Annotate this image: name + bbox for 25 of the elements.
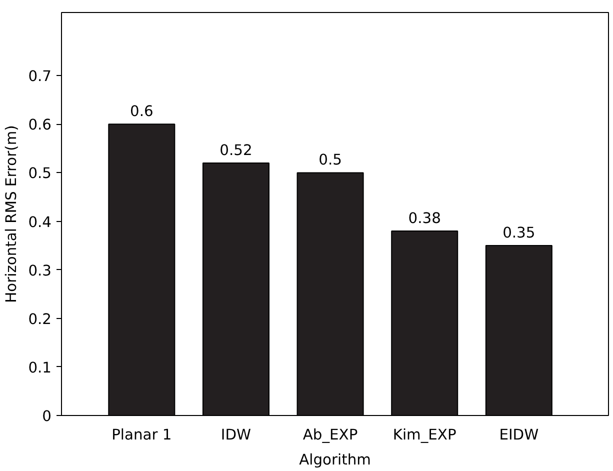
data-label: 0.6 [130,103,154,120]
data-label: 0.5 [318,152,342,169]
y-tick-label: 0.3 [28,262,52,280]
y-tick-label: 0 [42,408,52,425]
bar [485,245,552,416]
y-tick-label: 0.7 [28,68,52,86]
y-tick-label: 0.5 [28,165,52,182]
bar [296,172,364,416]
x-tick-label: Ab_EXP [302,426,358,444]
bar [108,124,176,416]
y-tick-label: 0.2 [28,310,52,328]
x-axis-title: Algorithm [299,452,371,468]
y-tick-label: 0.1 [28,359,52,376]
data-label: 0.38 [408,210,441,227]
y-tick-label: 0.6 [28,116,52,134]
x-tick-label: Kim_EXP [392,426,456,444]
data-label: 0.52 [220,142,252,160]
x-tick-label: EIDW [499,426,540,444]
x-tick-label: IDW [220,426,252,444]
y-tick-label: 0.4 [28,214,52,231]
bar [202,162,270,416]
y-axis-title: Horizontal RMS Error(m) [3,125,20,303]
x-tick-label: Planar 1 [112,426,172,444]
bar [391,230,458,416]
data-label: 0.35 [502,224,536,242]
